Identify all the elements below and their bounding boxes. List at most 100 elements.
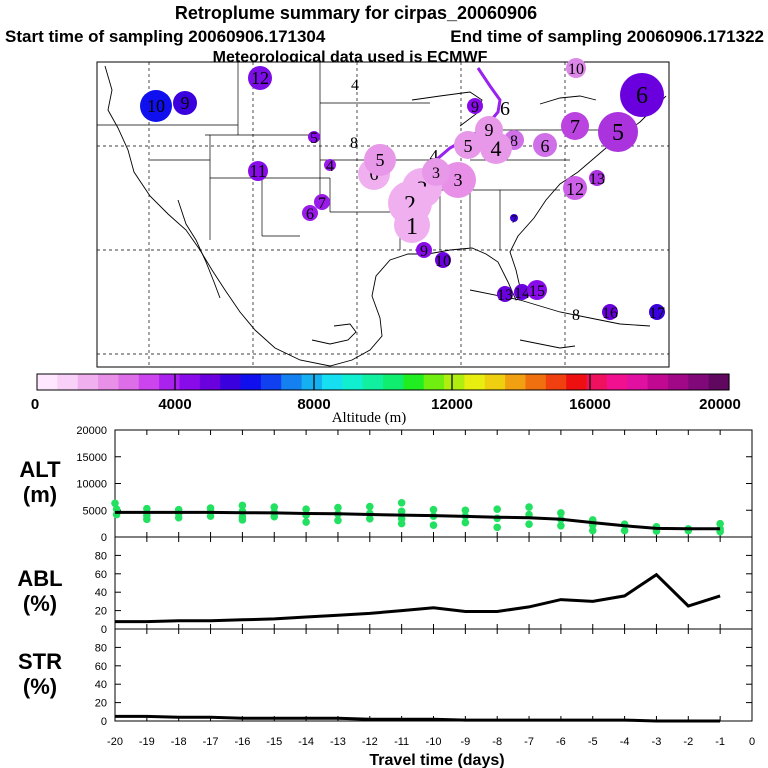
x-tick-label: -3: [652, 736, 662, 748]
alt-scatter-point: [557, 521, 565, 530]
plume-circle: [248, 66, 272, 90]
plume-label: 14: [514, 284, 530, 302]
plume-circle: [533, 133, 557, 157]
plume-circle: [620, 73, 664, 117]
plume-label: 17: [649, 304, 665, 322]
plume-number: 12: [566, 179, 584, 199]
alt-scatter-point: [174, 513, 183, 522]
plume-number: 9: [471, 99, 479, 116]
colorbar-cell: [667, 374, 689, 390]
x-axis-title: Travel time (days): [369, 752, 504, 768]
colorbar-cell: [240, 374, 262, 390]
plume-label: 9: [467, 98, 483, 116]
plume-number: 1: [406, 214, 418, 240]
plume-label: 12: [563, 176, 587, 200]
colorbar-tick: 0: [31, 396, 39, 413]
colorbar-cell: [383, 374, 404, 390]
plume-label: 5: [308, 130, 320, 147]
plume-number: 7: [511, 212, 517, 226]
alt-scatter-point: [461, 518, 470, 527]
alt-scatter-point: [525, 503, 533, 511]
plume-circle: [454, 131, 482, 159]
plume-number: 12: [251, 68, 269, 88]
alt-scatter-point: [143, 515, 151, 524]
start-time-label: Start time of sampling 20060906.171304: [5, 27, 326, 46]
plume-label: 11: [248, 161, 268, 181]
plume-circle: [589, 170, 605, 186]
plume-number: 5: [376, 150, 385, 170]
alt-scatter-point: [334, 503, 342, 512]
plume-label: 6: [302, 205, 318, 223]
plume-circle: [324, 159, 336, 171]
plume-label: 4: [351, 77, 359, 94]
x-tick-label: -16: [234, 736, 250, 748]
alt-scatter-point: [366, 502, 374, 511]
str-series-line: [115, 714, 721, 723]
alt-scatter-point: [525, 520, 533, 528]
plume-label: 6: [500, 98, 510, 120]
str-ytick-label: 40: [95, 679, 107, 691]
plume-label: 10: [140, 90, 172, 122]
colorbar-tick: 4000: [158, 396, 191, 413]
colorbar-cell: [403, 374, 425, 390]
alt-panel-title: ALT: [19, 457, 61, 482]
plume-circle: [497, 286, 513, 302]
alt-scatter-point: [270, 503, 279, 511]
plume-number: 6: [541, 136, 550, 156]
alt-scatter-point: [557, 509, 565, 517]
colorbar-cell: [525, 374, 547, 390]
plume-label: 8: [572, 307, 580, 324]
plume-circle: [173, 91, 197, 115]
colorbar-cell: [627, 374, 649, 390]
x-tick-label: 0: [749, 736, 755, 748]
alt-scatter-point: [334, 516, 342, 525]
alt-series-line: [115, 510, 721, 531]
colorbar-cell: [688, 374, 710, 390]
plume-number: 16: [602, 305, 618, 322]
alt-panel-frame: [114, 429, 753, 538]
plume-label: 3: [422, 158, 450, 186]
plume-circle: [514, 284, 530, 300]
colorbar-cell: [444, 374, 466, 390]
colorbar-cell: [220, 374, 242, 390]
plume-circle: [416, 242, 432, 258]
plume-circle: [308, 131, 320, 143]
plume-circle: [248, 161, 268, 181]
colorbar-cells: [37, 374, 730, 390]
alt-ytick-label: 5000: [83, 505, 107, 517]
plume-circle: [467, 98, 483, 114]
plume-label: 13: [497, 286, 513, 304]
colorbar-cell: [159, 374, 181, 390]
str-ytick-label: 60: [95, 661, 107, 673]
plume-circle: [364, 144, 396, 176]
plume-circle: [422, 158, 450, 186]
plume-number: 8: [350, 135, 358, 152]
colorbar-cell: [505, 374, 527, 390]
alt-scatter-point: [429, 521, 438, 530]
colorbar-cell: [566, 374, 588, 390]
plume-label: 5: [598, 112, 638, 152]
plume-label: 4: [324, 158, 336, 175]
plume-label: 9: [173, 91, 197, 115]
plume-circle: [563, 176, 587, 200]
plume-circle: [302, 205, 318, 221]
plume-number: 10: [435, 253, 451, 270]
plume-circle: [475, 116, 503, 144]
colorbar-cell: [281, 374, 303, 390]
plume-label: 7: [314, 194, 330, 212]
str-ytick-label: 0: [101, 716, 107, 728]
alt-scatter-point: [397, 519, 406, 528]
alt-panel-unit: (m): [23, 482, 57, 507]
end-time-label: End time of sampling 20060906.171322: [450, 27, 764, 46]
plume-label: 12: [248, 66, 272, 90]
plume-circle: [602, 304, 618, 320]
x-tick-label: -6: [556, 736, 566, 748]
colorbar-tick: 8000: [297, 396, 330, 413]
colorbar-cell: [301, 374, 323, 390]
colorbar-cell: [321, 374, 343, 390]
x-tick-label: -10: [426, 736, 442, 748]
plume-circle: [314, 194, 330, 210]
str-panel-unit: (%): [23, 674, 57, 699]
alt-ytick-label: 0: [101, 532, 107, 544]
